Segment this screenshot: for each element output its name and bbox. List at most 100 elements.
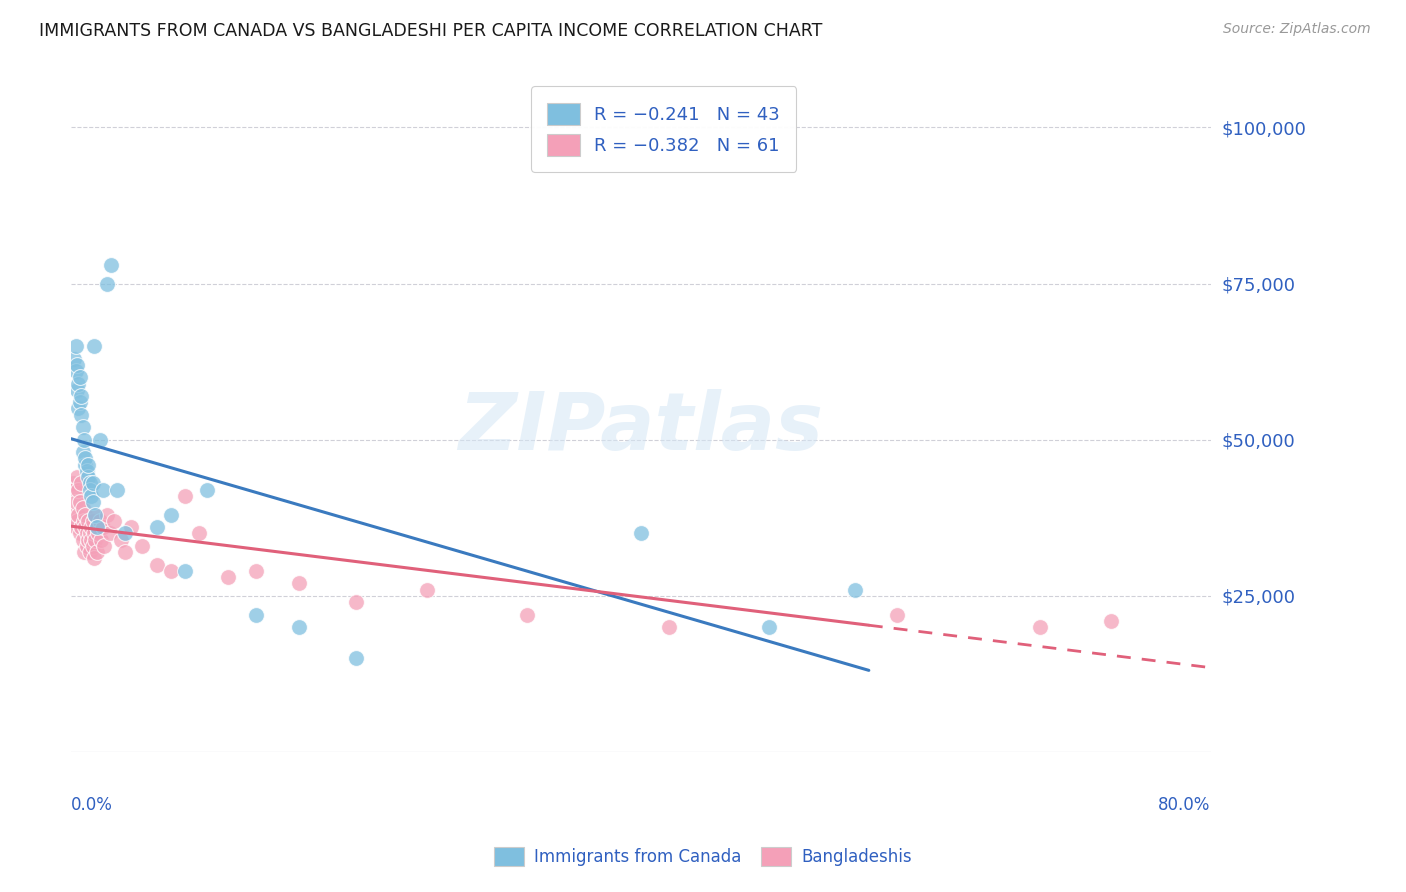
- Point: [77, 458, 100, 472]
- Point: [105, 483, 128, 497]
- Point: [83, 526, 105, 541]
- Point: [86, 520, 108, 534]
- Point: [63, 351, 86, 366]
- Point: [110, 533, 132, 547]
- Point: [245, 607, 267, 622]
- Point: [131, 539, 153, 553]
- Point: [96, 277, 118, 291]
- Text: ZIPatlas: ZIPatlas: [458, 389, 824, 467]
- Point: [83, 339, 105, 353]
- Point: [120, 520, 142, 534]
- Point: [188, 526, 211, 541]
- Point: [630, 526, 652, 541]
- Point: [76, 526, 98, 541]
- Point: [73, 514, 96, 528]
- Point: [69, 370, 91, 384]
- Point: [70, 476, 93, 491]
- Point: [73, 433, 96, 447]
- Point: [67, 508, 90, 522]
- Point: [66, 514, 89, 528]
- Point: [174, 564, 197, 578]
- Point: [844, 582, 866, 597]
- Point: [98, 526, 121, 541]
- Point: [100, 258, 122, 272]
- Point: [82, 495, 104, 509]
- Point: [416, 582, 439, 597]
- Point: [82, 539, 104, 553]
- Point: [66, 470, 89, 484]
- Point: [245, 564, 267, 578]
- Point: [72, 445, 94, 459]
- Point: [344, 595, 367, 609]
- Point: [76, 539, 98, 553]
- Point: [63, 508, 86, 522]
- Point: [1099, 614, 1122, 628]
- Point: [80, 489, 103, 503]
- Legend: Immigrants from Canada, Bangladeshis: Immigrants from Canada, Bangladeshis: [488, 840, 918, 873]
- Point: [84, 508, 107, 522]
- Point: [73, 545, 96, 559]
- Point: [72, 420, 94, 434]
- Point: [145, 558, 167, 572]
- Point: [75, 458, 97, 472]
- Point: [75, 520, 97, 534]
- Point: [84, 533, 107, 547]
- Text: Source: ZipAtlas.com: Source: ZipAtlas.com: [1223, 22, 1371, 37]
- Point: [344, 651, 367, 665]
- Point: [79, 526, 101, 541]
- Point: [217, 570, 239, 584]
- Point: [66, 358, 89, 372]
- Point: [288, 576, 311, 591]
- Point: [79, 483, 101, 497]
- Point: [83, 551, 105, 566]
- Point: [65, 339, 87, 353]
- Point: [67, 401, 90, 416]
- Point: [90, 533, 112, 547]
- Point: [69, 526, 91, 541]
- Point: [67, 376, 90, 391]
- Point: [103, 514, 125, 528]
- Point: [70, 389, 93, 403]
- Point: [79, 545, 101, 559]
- Point: [145, 520, 167, 534]
- Text: 80.0%: 80.0%: [1159, 796, 1211, 814]
- Point: [160, 508, 183, 522]
- Point: [75, 451, 97, 466]
- Point: [75, 508, 97, 522]
- Point: [76, 464, 98, 478]
- Point: [72, 501, 94, 516]
- Point: [80, 533, 103, 547]
- Point: [516, 607, 538, 622]
- Point: [82, 476, 104, 491]
- Point: [80, 520, 103, 534]
- Legend: R = −0.241   N = 43, R = −0.382   N = 61: R = −0.241 N = 43, R = −0.382 N = 61: [531, 87, 796, 172]
- Point: [758, 620, 780, 634]
- Point: [70, 520, 93, 534]
- Point: [65, 364, 87, 378]
- Point: [84, 508, 107, 522]
- Point: [86, 545, 108, 559]
- Point: [91, 520, 114, 534]
- Point: [114, 545, 136, 559]
- Point: [77, 470, 100, 484]
- Point: [77, 514, 100, 528]
- Text: 0.0%: 0.0%: [72, 796, 112, 814]
- Point: [114, 526, 136, 541]
- Point: [93, 539, 115, 553]
- Point: [89, 433, 111, 447]
- Point: [174, 489, 197, 503]
- Point: [65, 495, 87, 509]
- Point: [195, 483, 218, 497]
- Point: [86, 520, 108, 534]
- Point: [69, 395, 91, 409]
- Point: [72, 533, 94, 547]
- Point: [63, 483, 86, 497]
- Point: [65, 520, 87, 534]
- Point: [1029, 620, 1052, 634]
- Point: [91, 483, 114, 497]
- Point: [89, 514, 111, 528]
- Point: [62, 476, 84, 491]
- Text: IMMIGRANTS FROM CANADA VS BANGLADESHI PER CAPITA INCOME CORRELATION CHART: IMMIGRANTS FROM CANADA VS BANGLADESHI PE…: [39, 22, 823, 40]
- Point: [160, 564, 183, 578]
- Point: [79, 476, 101, 491]
